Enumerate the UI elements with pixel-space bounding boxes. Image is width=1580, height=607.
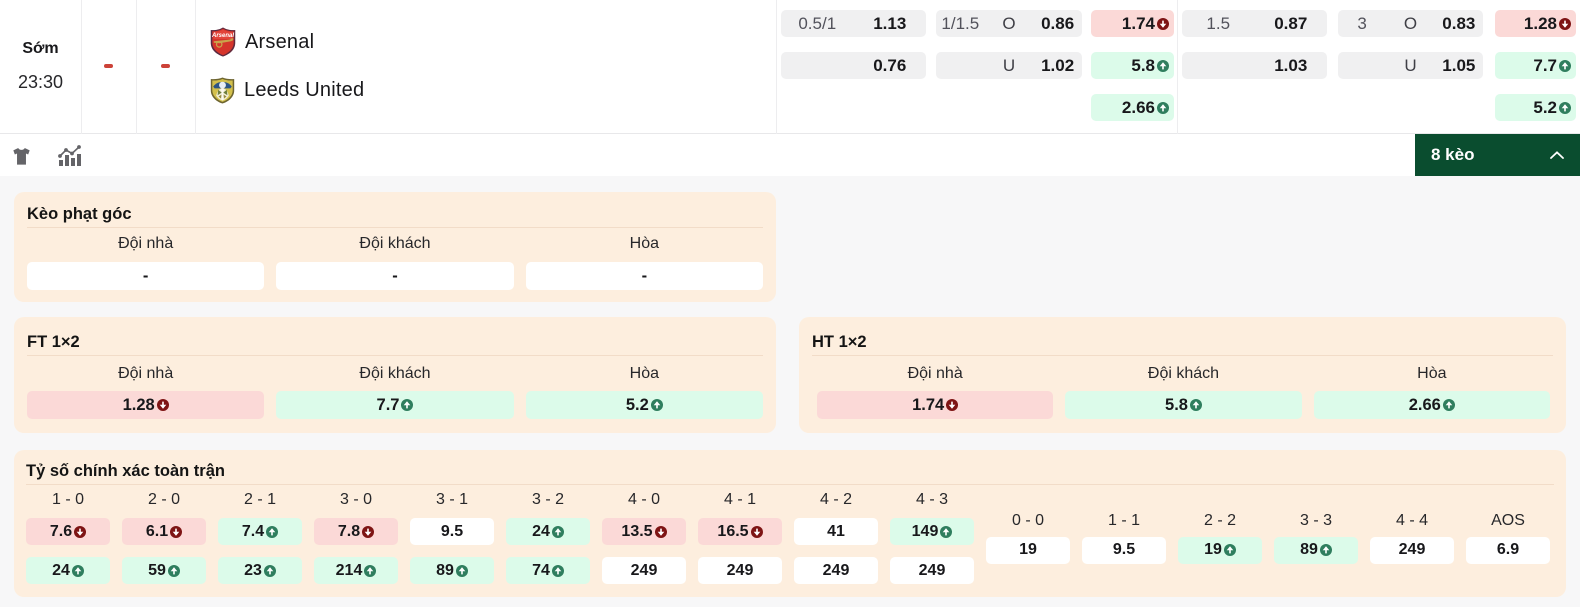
svg-text:Arsenal: Arsenal [211,33,234,39]
